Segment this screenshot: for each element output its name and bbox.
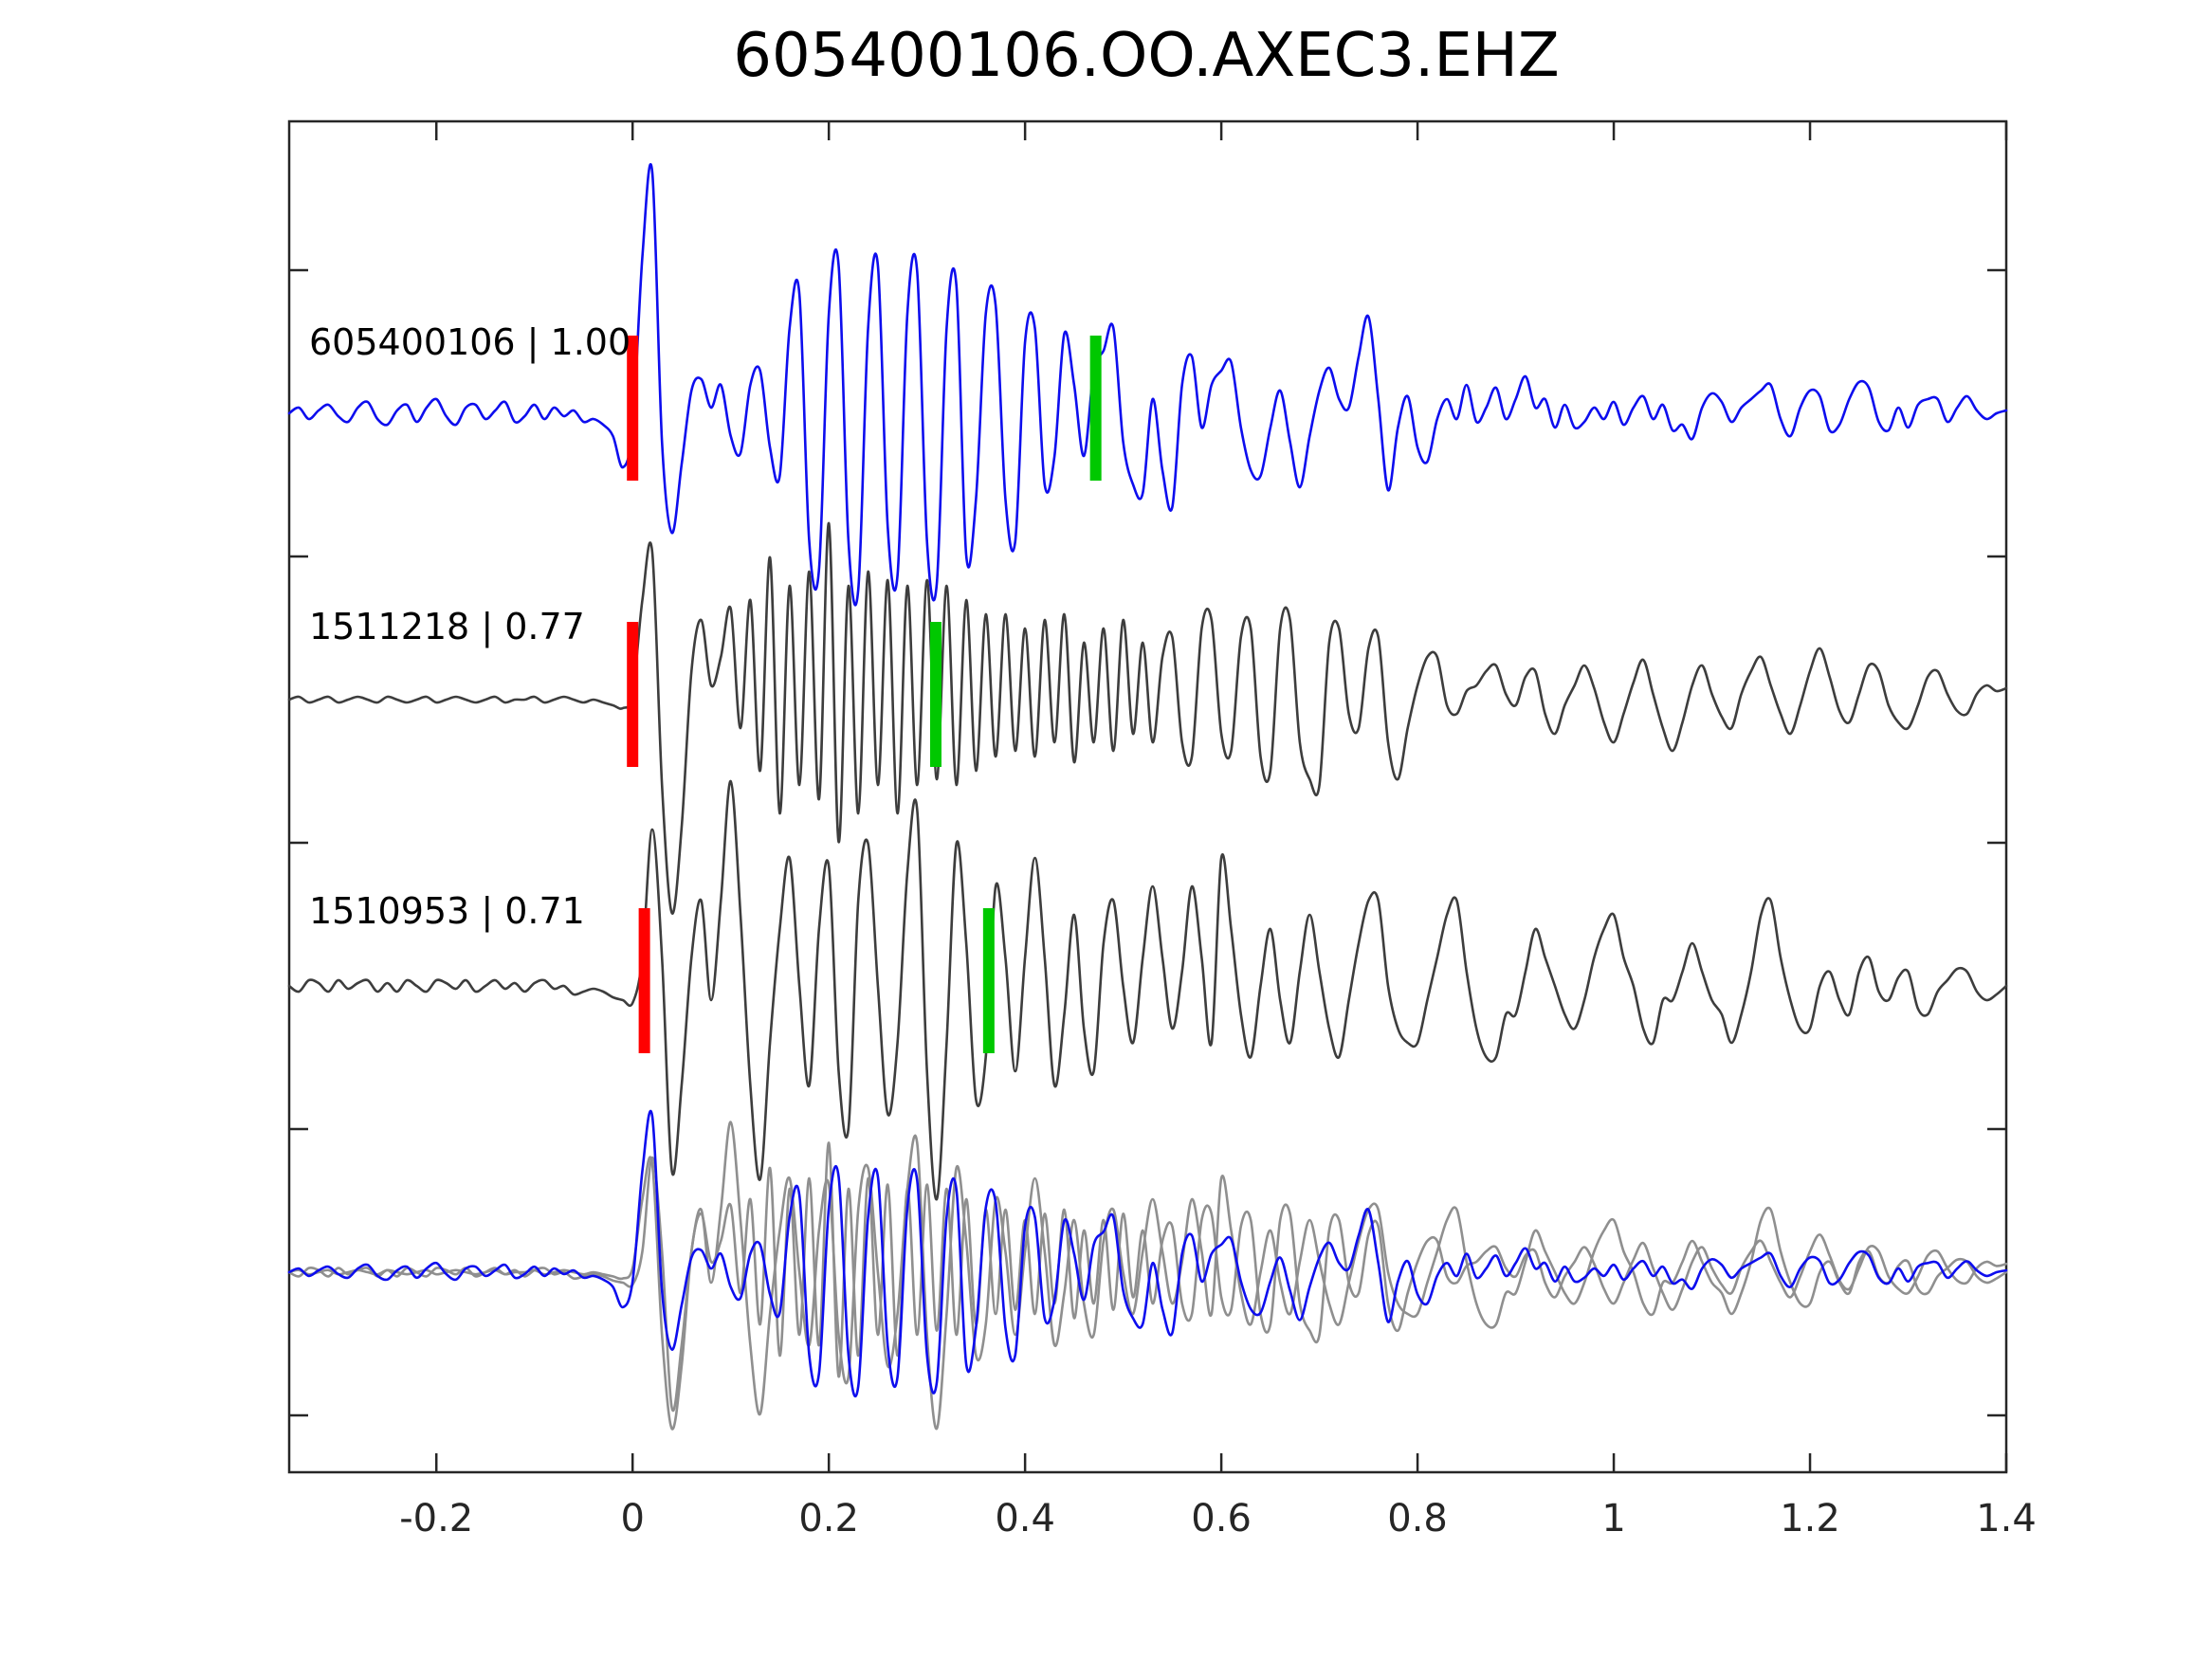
x-tick-label: -0.2 [399,1497,473,1540]
pick-marker-red-1510953 [638,908,650,1053]
overlay-trace-path-1510953 [287,1121,2008,1431]
x-tick-label: 1 [1601,1497,1625,1540]
figure-title: 605400106.OO.AXEC3.EHZ [733,21,1560,91]
trace-path-1510953 [287,779,2008,1201]
x-tick-label: 0.8 [1387,1497,1448,1540]
trace-path-605400106 [287,162,2008,607]
trace-label-605400106: 605400106 | 1.00 [309,321,631,364]
trace-label-1511218: 1511218 | 0.77 [309,606,585,648]
pick-marker-green-1511218 [929,622,941,767]
pick-marker-green-605400106 [1089,336,1102,481]
plot-border [287,119,2008,1474]
trace-path-1511218 [287,521,2008,915]
x-tick-label: 1.4 [1976,1497,2037,1540]
x-tick-label: 0.4 [995,1497,1055,1540]
x-tick-label: 0 [620,1497,644,1540]
overlay-trace-path-605400106 [287,1109,2008,1398]
overlay-trace-path-1511218 [287,1141,2008,1431]
x-tick-label: 0.2 [798,1497,859,1540]
x-tick-label: 0.6 [1191,1497,1252,1540]
pick-marker-red-605400106 [627,336,639,481]
trace-label-1510953: 1510953 | 0.71 [309,890,585,933]
x-tick-label: 1.2 [1780,1497,1840,1540]
plot-layer: -0.2 0 0.2 0.4 0.6 0.8 1 1.2 1.4 [287,119,2037,1540]
pick-marker-green-1510953 [982,908,995,1053]
pick-marker-red-1511218 [627,622,639,767]
